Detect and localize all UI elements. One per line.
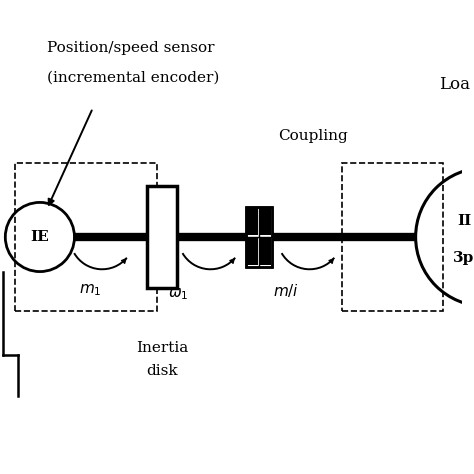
Bar (260, 238, 271, 265)
Text: (incremental encoder): (incremental encoder) (47, 71, 219, 85)
Bar (246, 207, 272, 267)
Text: Loa: Loa (439, 76, 470, 93)
Text: Inertia: Inertia (136, 341, 188, 355)
Text: disk: disk (146, 364, 178, 378)
Bar (342, 163, 443, 311)
Text: $\omega_1$: $\omega_1$ (168, 287, 189, 302)
Text: Position/speed sensor: Position/speed sensor (47, 41, 214, 55)
Bar (246, 207, 272, 267)
Text: II: II (457, 214, 471, 228)
Bar (147, 186, 177, 288)
Bar (247, 238, 258, 265)
Text: 3p: 3p (454, 251, 474, 265)
Bar (260, 208, 271, 235)
Text: $m_1$: $m_1$ (79, 282, 102, 298)
Text: $m/i$: $m/i$ (273, 282, 300, 299)
Bar (247, 208, 258, 235)
Text: Coupling: Coupling (278, 128, 348, 143)
Bar (15, 163, 157, 311)
Text: IE: IE (30, 230, 49, 244)
